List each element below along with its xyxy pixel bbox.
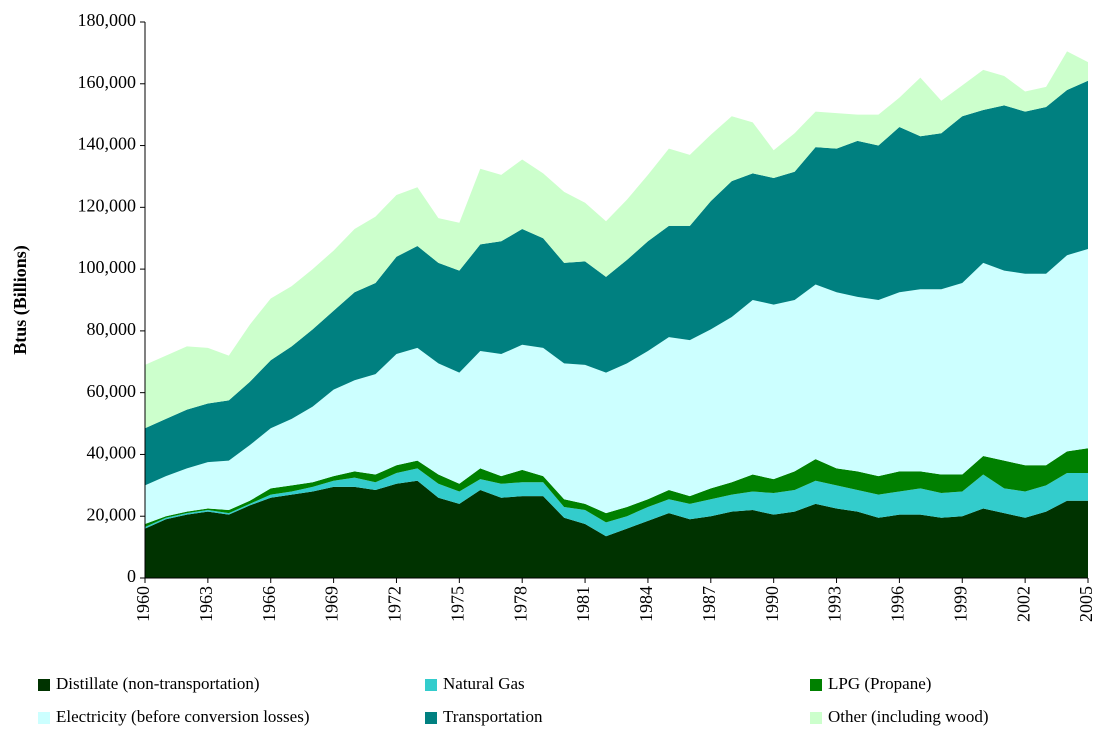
legend-label: Distillate (non-transportation) [56,674,259,693]
legend-swatch [38,712,50,724]
x-tick-label: 1975 [447,586,467,622]
y-tick-label: 20,000 [87,504,137,524]
y-tick-label: 120,000 [78,195,137,215]
x-tick-label: 1966 [259,586,279,622]
y-tick-label: 60,000 [87,381,137,401]
legend-label: Other (including wood) [828,707,989,726]
x-tick-label: 1984 [636,586,656,622]
y-tick-label: 80,000 [87,319,137,339]
y-tick-label: 0 [127,566,136,586]
legend-swatch [810,679,822,691]
x-tick-label: 2002 [1013,586,1033,622]
x-tick-label: 2005 [1076,586,1095,622]
y-tick-label: 100,000 [78,257,137,277]
x-tick-label: 1996 [888,586,908,622]
area [145,448,1088,528]
x-tick-label: 1993 [825,586,845,622]
legend-swatch [810,712,822,724]
y-axis-label: Btus (Billions) [10,245,31,355]
legend-label: Electricity (before conversion losses) [56,707,310,726]
x-tick-label: 1969 [322,586,342,622]
x-tick-label: 1978 [510,586,530,622]
area [145,80,1088,486]
x-tick-label: 1999 [950,586,970,622]
area [145,51,1088,429]
y-tick-label: 140,000 [78,134,137,154]
y-tick-label: 180,000 [78,10,137,30]
y-tick-label: 40,000 [87,443,137,463]
area [145,480,1088,578]
x-tick-label: 1960 [133,586,153,622]
legend-label: LPG (Propane) [828,674,931,693]
legend-swatch [425,712,437,724]
x-tick-label: 1987 [699,586,719,622]
area [145,249,1088,524]
area [145,468,1088,537]
legend-swatch [425,679,437,691]
x-tick-label: 1990 [762,586,782,622]
legend-label: Transportation [443,707,543,726]
x-tick-label: 1963 [196,586,216,622]
x-tick-label: 1981 [573,586,593,622]
legend-swatch [38,679,50,691]
legend-label: Natural Gas [443,674,525,693]
y-tick-label: 160,000 [78,72,137,92]
x-tick-label: 1972 [385,586,405,622]
